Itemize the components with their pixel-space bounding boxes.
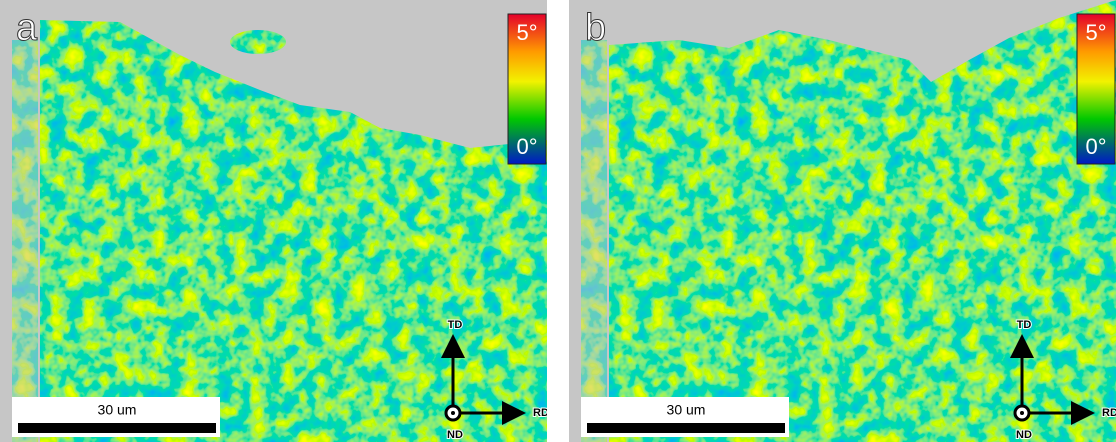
scale-text: 30 um: [98, 402, 137, 418]
panel-label: a: [16, 7, 38, 49]
axis-out-label: ND: [447, 429, 463, 441]
colorbar-min: 0°: [516, 134, 537, 159]
edge-strip: [581, 40, 607, 442]
colorbar-max: 5°: [516, 20, 537, 45]
colorbar: [507, 13, 547, 165]
kam-map: [40, 20, 547, 442]
axis-up-label: TD: [1017, 319, 1032, 331]
panel-label: b: [585, 7, 606, 49]
axis-out-dot: [1020, 411, 1024, 415]
axis-right-label: RD: [1102, 407, 1116, 419]
axis-right-label: RD: [533, 407, 549, 419]
colorbar-max: 5°: [1085, 20, 1106, 45]
colorbar-min: 0°: [1085, 134, 1106, 159]
axis-out-label: ND: [1016, 429, 1032, 441]
axis-out-dot: [451, 411, 455, 415]
scale-bar: [18, 423, 216, 433]
scale-bar: [587, 423, 785, 433]
scale-text: 30 um: [667, 402, 706, 418]
axis-up-label: TD: [448, 319, 463, 331]
kam-map: [609, 0, 1116, 442]
panel: a 5° 0° 30 um TD RD ND: [0, 0, 549, 442]
edge-strip: [12, 40, 38, 442]
kam-island: [230, 30, 286, 54]
panel: b 5° 0° 30 um TD RD ND: [569, 0, 1116, 442]
colorbar: [1076, 13, 1116, 165]
